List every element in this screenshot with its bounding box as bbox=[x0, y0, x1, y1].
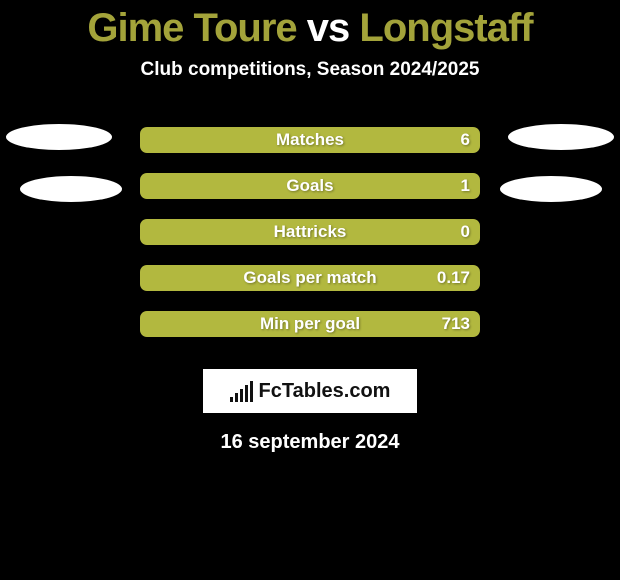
stat-row: Goals 1 bbox=[0, 163, 620, 209]
stat-row: Matches 6 bbox=[0, 117, 620, 163]
stat-bar: Min per goal 713 bbox=[140, 311, 480, 337]
vs-text: vs bbox=[307, 6, 350, 50]
comparison-title: Gime Toure vs Longstaff bbox=[0, 0, 620, 51]
stats-container: Matches 6 Goals 1 Hattricks 0 Goals per match 0… bbox=[0, 117, 620, 347]
stat-bar: Goals 1 bbox=[140, 173, 480, 199]
stat-right-value: 1 bbox=[461, 176, 470, 196]
logo-bar-segment bbox=[230, 397, 233, 402]
stat-label: Goals bbox=[286, 176, 333, 196]
player2-name: Longstaff bbox=[359, 6, 532, 50]
stat-bar: Matches 6 bbox=[140, 127, 480, 153]
player1-name: Gime Toure bbox=[87, 6, 296, 50]
stat-bar: Hattricks 0 bbox=[140, 219, 480, 245]
logo-text: FcTables.com bbox=[259, 380, 391, 403]
stat-row: Goals per match 0.17 bbox=[0, 255, 620, 301]
logo-bar-segment bbox=[250, 381, 253, 402]
stat-right-value: 0 bbox=[461, 222, 470, 242]
stat-label: Matches bbox=[276, 130, 344, 150]
stat-right-value: 0.17 bbox=[437, 268, 470, 288]
fctables-logo[interactable]: FcTables.com bbox=[203, 369, 417, 413]
stat-label: Min per goal bbox=[260, 314, 360, 334]
logo-bar-segment bbox=[240, 389, 243, 402]
stat-bar: Goals per match 0.17 bbox=[140, 265, 480, 291]
subtitle: Club competitions, Season 2024/2025 bbox=[0, 59, 620, 81]
stat-row: Min per goal 713 bbox=[0, 301, 620, 347]
date-line: 16 september 2024 bbox=[0, 431, 620, 454]
stat-row: Hattricks 0 bbox=[0, 209, 620, 255]
stat-label: Goals per match bbox=[243, 268, 376, 288]
logo-bar-segment bbox=[235, 393, 238, 402]
stat-right-value: 6 bbox=[461, 130, 470, 150]
stat-right-value: 713 bbox=[442, 314, 470, 334]
logo-bars-icon bbox=[230, 380, 253, 402]
stat-label: Hattricks bbox=[274, 222, 347, 242]
logo-bar-segment bbox=[245, 385, 248, 402]
